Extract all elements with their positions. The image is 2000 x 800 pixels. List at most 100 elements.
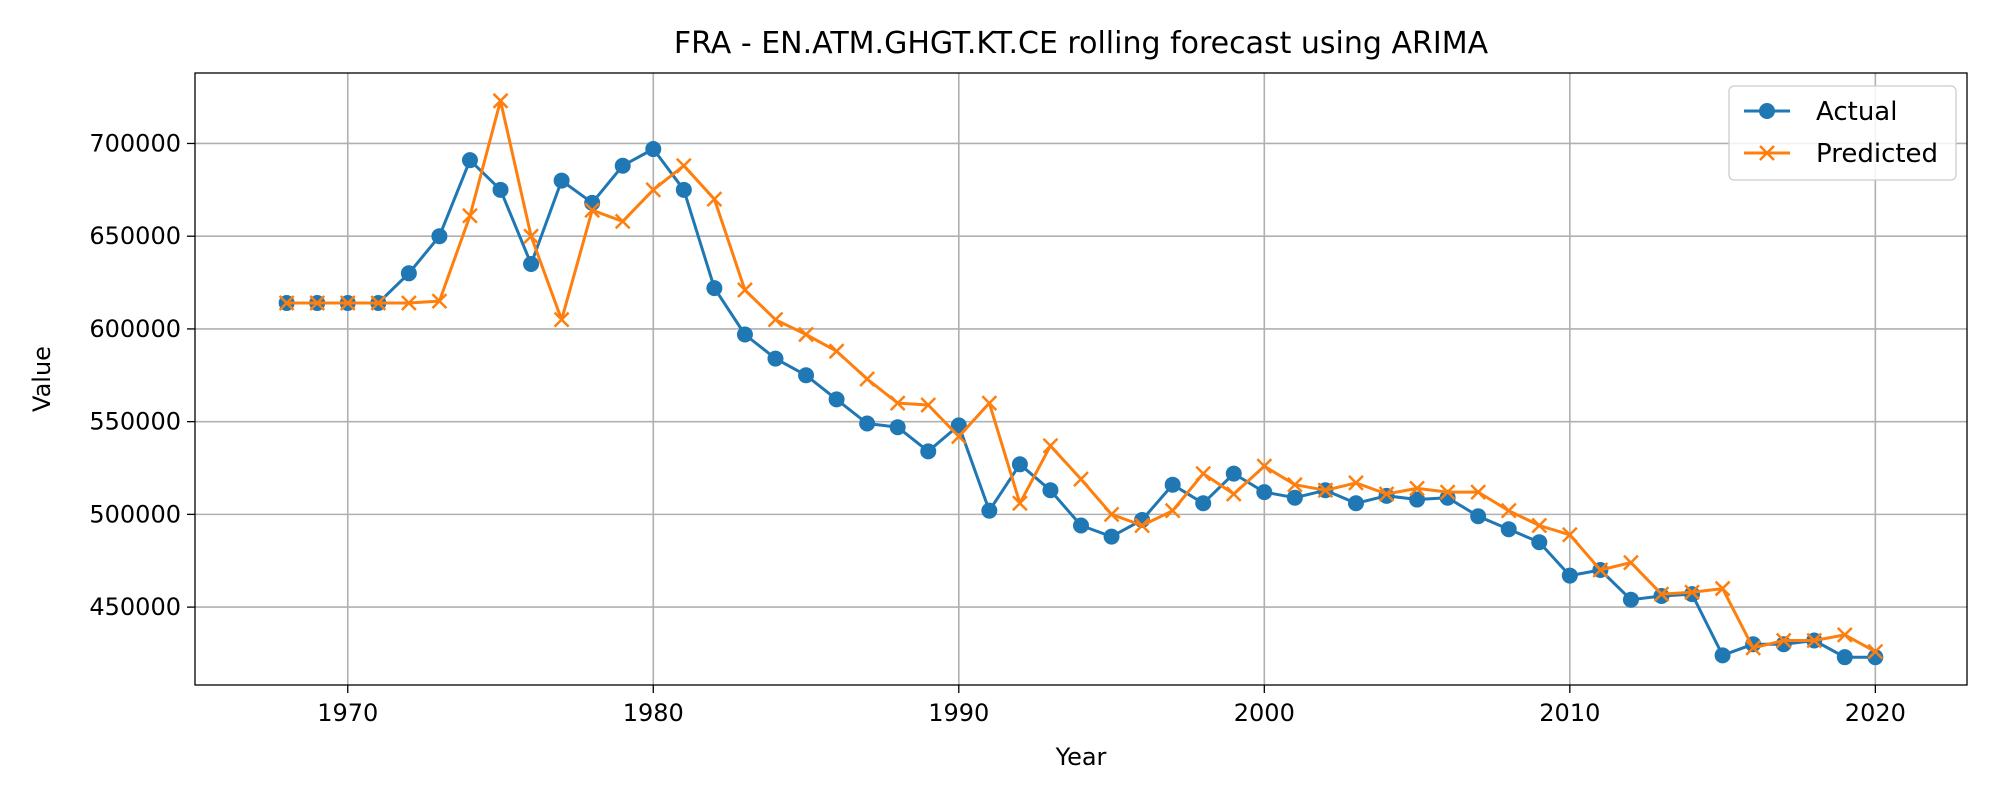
series-predicted [278,92,1884,660]
data-point-actual [400,265,417,282]
data-point-actual [431,228,448,245]
data-point-predicted [1714,580,1731,597]
series-layer [278,92,1884,666]
data-point-predicted [798,326,814,343]
data-point-predicted [553,311,570,328]
data-point-actual [1500,521,1517,538]
data-point-predicted [1439,484,1456,501]
legend-label-actual: Actual [1816,97,1897,127]
data-point-predicted [1775,632,1792,649]
data-point-actual [920,443,937,460]
data-point-actual [1256,484,1273,501]
data-point-predicted [1745,640,1762,656]
legend-label-predicted: Predicted [1816,139,1938,169]
data-point-predicted [950,428,967,445]
data-point-predicted [1867,643,1884,660]
data-point-predicted [431,293,448,309]
data-point-actual [798,367,815,384]
data-point-actual [1347,495,1364,512]
data-point-predicted [1806,632,1823,649]
data-point-actual [645,141,662,158]
data-point-actual [889,419,906,436]
data-point-predicted [1836,627,1853,643]
data-point-predicted [1225,486,1242,502]
data-point-actual [1684,586,1701,603]
y-tick-label: 650000 [89,222,181,250]
data-point-actual [1286,489,1303,506]
data-point-actual [1103,528,1120,545]
plot-frame [194,72,1968,686]
data-point-actual [1836,649,1853,666]
x-axis: 1970 1980 1990 2000 2010 2020 [317,685,1906,727]
data-point-actual [1409,491,1426,508]
data-point-actual [736,326,753,343]
data-point-actual [1195,495,1212,512]
data-point-predicted [309,295,326,311]
data-point-actual [1714,647,1731,664]
data-point-actual [1439,489,1456,506]
x-tick-label: 1970 [317,699,378,727]
data-point-actual [859,415,876,432]
data-point-predicted [1592,562,1609,578]
data-point-predicted [1012,495,1028,512]
data-point-predicted [614,213,631,230]
data-point-actual [981,502,998,519]
x-tick-label: 2000 [1234,699,1295,727]
data-point-actual [1225,465,1242,482]
y-tick-label: 550000 [89,408,181,436]
x-tick-label: 2020 [1845,699,1906,727]
data-point-actual [767,350,784,367]
data-point-actual [492,181,509,198]
data-point-predicted [767,311,784,328]
series-actual [278,141,1884,666]
data-point-predicted [400,295,417,311]
data-point-actual [1622,591,1639,608]
data-point-actual [553,172,570,189]
legend: Actual Predicted [1728,85,1957,181]
data-point-predicted [828,343,845,360]
data-point-predicted [339,295,356,311]
data-point-predicted [859,371,876,387]
data-point-predicted [1531,517,1548,534]
data-point-actual [1164,476,1181,493]
data-point-actual [1042,482,1059,499]
data-point-predicted [1623,554,1639,571]
y-axis-label: Value [28,346,56,412]
x-tick-label: 2010 [1539,699,1600,727]
data-point-actual [706,280,723,297]
data-point-predicted [1256,458,1273,475]
data-point-actual [523,256,540,273]
y-axis: 450000 500000 550000 600000 650000 700000 [89,129,195,621]
data-point-actual [614,157,631,174]
data-point-predicted [1317,482,1334,499]
data-point-predicted [370,295,387,311]
data-point-actual [950,417,967,434]
data-point-predicted [1409,480,1425,497]
data-point-predicted [737,282,753,298]
data-point-actual [584,194,601,211]
y-tick-label: 700000 [89,129,181,157]
data-point-predicted [1470,484,1487,501]
data-point-actual [1561,567,1578,584]
data-point-actual [1531,534,1548,551]
data-point-predicted [1195,465,1212,482]
y-tick-label: 450000 [89,593,181,621]
data-point-predicted [1286,476,1303,493]
y-tick-label: 500000 [89,500,181,528]
data-point-actual [1073,517,1089,534]
data-point-predicted [523,228,539,245]
x-tick-label: 1980 [623,699,684,727]
data-point-actual [828,391,845,408]
legend-marker-actual [1759,103,1775,119]
chart-title: FRA - EN.ATM.GHGT.KT.CE rolling forecast… [674,26,1489,61]
data-point-predicted [492,92,509,109]
legend-marker-predicted [1759,145,1775,161]
data-point-predicted [889,395,906,411]
data-point-predicted [584,202,601,219]
data-point-predicted [1134,517,1150,534]
data-point-predicted [1073,471,1089,488]
data-point-predicted [1561,526,1578,543]
data-point-predicted [1164,502,1181,519]
